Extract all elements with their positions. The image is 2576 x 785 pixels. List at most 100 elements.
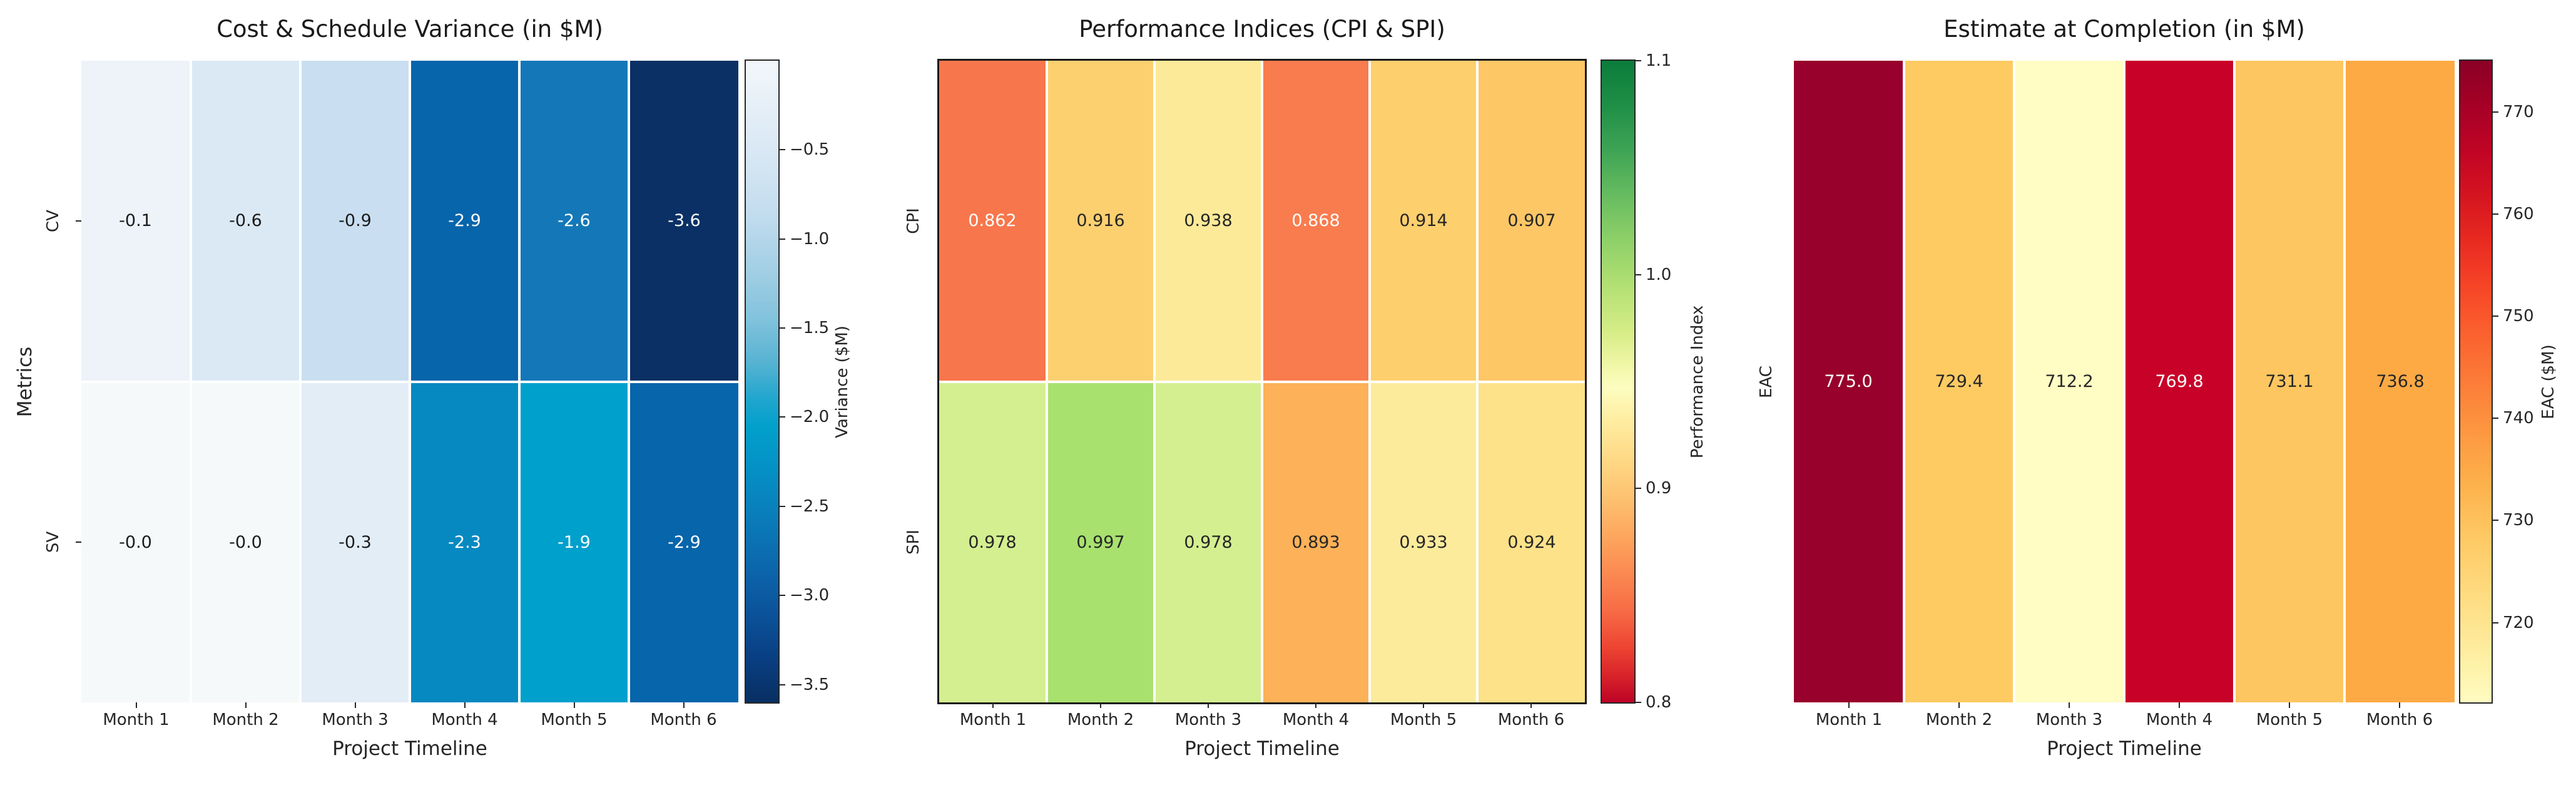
x-tick-label: Month 2 (1067, 711, 1134, 729)
heatmap-cell: 729.4 (1905, 61, 2013, 702)
colorbar-tick-label: 0.9 (1646, 479, 1672, 498)
colorbar (2459, 59, 2493, 704)
heatmap-cell: -0.3 (302, 382, 409, 702)
x-tick-mark (1208, 702, 1209, 708)
x-tick-label: Month 5 (1390, 711, 1457, 729)
heatmap-cell: -0.0 (81, 382, 190, 702)
cell-value: -0.9 (339, 210, 372, 230)
heatmap-cell: 775.0 (1794, 61, 1903, 702)
cell-value: 712.2 (2045, 372, 2094, 391)
colorbar (1601, 59, 1636, 704)
heatmap-cell: 0.978 (1156, 382, 1261, 702)
heatmap-cell: 0.924 (1479, 382, 1585, 702)
x-tick-label: Month 6 (650, 711, 717, 729)
heatmap: -0.1 -0.6 -0.9 -2.9 -2.6 -3.6 -0.0 -0.0 -0.3 -2.3… (81, 61, 738, 702)
colorbar-tick-mark (780, 327, 785, 329)
colorbar-tick-mark (2493, 520, 2498, 521)
colorbar-tick-mark (1636, 274, 1641, 275)
cell-value: -0.6 (229, 210, 262, 230)
x-tick-mark (245, 702, 247, 708)
cell-value: 0.893 (1291, 533, 1340, 553)
x-tick-mark (464, 702, 466, 708)
heatmap-cell: -2.9 (411, 61, 518, 381)
x-tick-label: Month 5 (541, 711, 608, 729)
x-tick-mark (2069, 702, 2070, 708)
cell-value: 0.978 (968, 533, 1017, 553)
x-tick-mark (135, 702, 137, 708)
heatmap-cell: 712.2 (2015, 61, 2123, 702)
x-tick-mark (1315, 702, 1316, 708)
cell-value: 769.8 (2155, 372, 2204, 391)
colorbar-tick-mark (780, 684, 785, 685)
heatmap: 0.862 0.916 0.938 0.868 0.914 0.907 0.978 0.997… (937, 59, 1587, 704)
x-tick-label: Month 6 (1497, 711, 1565, 729)
x-tick-label: Month 4 (431, 711, 498, 729)
heatmap-cell: 0.862 (939, 61, 1046, 381)
x-tick-label: Month 6 (2366, 711, 2433, 729)
cell-value: -0.0 (119, 533, 152, 553)
x-tick-label: Month 3 (1174, 711, 1242, 729)
heatmap-cell: 731.1 (2236, 61, 2343, 702)
colorbar-tick-mark (2493, 213, 2498, 215)
colorbar-tick-label: 1.1 (1646, 51, 1672, 70)
colorbar-tick-label: −3.0 (790, 586, 830, 605)
x-tick-mark (354, 702, 356, 708)
colorbar-tick-label: 1.0 (1646, 265, 1672, 284)
cell-value: -0.1 (119, 210, 152, 230)
heatmap-cell: -0.6 (192, 61, 299, 381)
x-tick-mark (1423, 702, 1424, 708)
cell-value: -2.6 (557, 210, 591, 230)
colorbar-tick-mark (2493, 622, 2498, 623)
x-tick-mark (1530, 702, 1532, 708)
heatmap-cell: 0.916 (1048, 61, 1153, 381)
colorbar-tick-label: −1.5 (790, 319, 830, 338)
heatmap-cell: 0.914 (1371, 61, 1476, 381)
cell-value: -1.9 (557, 533, 591, 553)
heatmap-cell: 769.8 (2125, 61, 2233, 702)
colorbar (745, 59, 780, 704)
cell-value: 0.978 (1184, 533, 1233, 553)
colorbar-tick-label: −0.5 (790, 140, 830, 160)
x-tick-mark (2289, 702, 2290, 708)
heatmap-cell: 0.907 (1479, 61, 1585, 381)
x-tick-label: Month 4 (1282, 711, 1350, 729)
cell-value: 731.1 (2265, 372, 2314, 391)
colorbar-label: Performance Index (1688, 305, 1707, 458)
colorbar-tick-mark (1636, 60, 1641, 61)
x-tick-label: Month 1 (103, 711, 170, 729)
x-tick-mark (1100, 702, 1101, 708)
x-tick-label: Month 3 (322, 711, 389, 729)
colorbar-tick-label: 770 (2503, 102, 2534, 121)
heatmap-cell: -2.3 (411, 382, 518, 702)
colorbar-tick-label: −3.5 (790, 675, 830, 694)
x-tick-mark (1958, 702, 1960, 708)
colorbar-tick-label: −2.0 (790, 408, 830, 427)
x-tick-mark (1848, 702, 1850, 708)
x-axis-label: Project Timeline (2047, 737, 2202, 760)
colorbar-tick-label: 720 (2503, 613, 2534, 632)
heatmap-cell: 0.978 (939, 382, 1046, 702)
heatmap-cell: 0.868 (1263, 61, 1368, 381)
colorbar-tick-mark (2493, 418, 2498, 419)
x-tick-label: Month 2 (1925, 711, 1993, 729)
chart-title: Cost & Schedule Variance (in $M) (216, 16, 603, 43)
x-tick-mark (992, 702, 994, 708)
colorbar-tick-label: −1.0 (790, 229, 830, 249)
cell-value: 0.916 (1076, 210, 1125, 230)
cell-value: 0.907 (1507, 210, 1556, 230)
heatmap-cell: 0.938 (1156, 61, 1261, 381)
heatmap-cell: -0.9 (302, 61, 409, 381)
x-tick-mark (573, 702, 575, 708)
colorbar-tick-label: −2.5 (790, 496, 830, 516)
colorbar-tick-label: 730 (2503, 511, 2534, 530)
colorbar-tick-mark (780, 595, 785, 597)
cell-value: 0.924 (1507, 533, 1556, 553)
heatmap-cell: -2.6 (521, 61, 628, 381)
x-tick-mark (2399, 702, 2400, 708)
colorbar-tick-mark (780, 238, 785, 240)
colorbar-tick-mark (1636, 488, 1641, 490)
heatmap-cell: 0.893 (1263, 382, 1368, 702)
heatmap-cell: -1.9 (521, 382, 628, 702)
cell-value: -2.9 (448, 210, 481, 230)
cell-value: 775.0 (1824, 372, 1873, 391)
